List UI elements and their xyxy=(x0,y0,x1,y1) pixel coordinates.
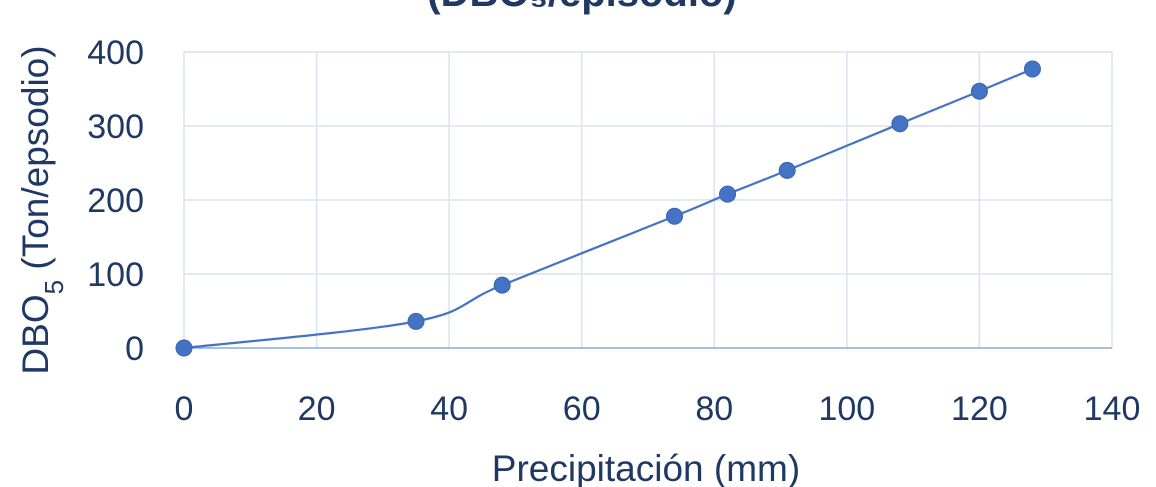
x-tick-label: 20 xyxy=(298,390,336,428)
series-line xyxy=(183,68,1033,350)
x-tick-label: 0 xyxy=(175,390,194,428)
data-points xyxy=(175,60,1041,357)
x-tick-label: 60 xyxy=(563,390,601,428)
data-point xyxy=(407,312,425,330)
data-point xyxy=(719,185,737,203)
x-tick-label: 80 xyxy=(695,390,733,428)
x-tick-label: 40 xyxy=(430,390,468,428)
x-tick-label: 120 xyxy=(951,390,1008,428)
x-tick-label: 140 xyxy=(1084,390,1141,428)
x-axis-label: Precipitación (mm) xyxy=(492,448,800,487)
y-axis-label-rest: (Ton/epsodio) xyxy=(15,45,56,279)
y-tick-label: 200 xyxy=(87,182,144,220)
data-point xyxy=(970,82,988,100)
chart-title: (DBO₅/episodio) xyxy=(427,0,736,15)
data-point xyxy=(493,276,511,294)
y-tick-label: 0 xyxy=(125,330,144,368)
data-point xyxy=(1023,60,1041,78)
y-axis-label-subscript: 5 xyxy=(39,280,69,294)
data-point xyxy=(175,339,193,357)
grid xyxy=(184,51,1113,348)
axes xyxy=(183,52,1112,349)
y-tick-label: 100 xyxy=(87,256,144,294)
data-point xyxy=(891,115,909,133)
y-tick-label: 400 xyxy=(87,34,144,72)
y-axis-label-main: DBO xyxy=(15,294,56,374)
data-point xyxy=(666,207,684,225)
y-tick-labels: 0 100 200 300 400 xyxy=(87,34,144,368)
y-axis-label: DBO5 (Ton/epsodio) xyxy=(15,45,69,374)
x-tick-labels: 0 20 40 60 80 100 120 140 xyxy=(175,390,1141,428)
data-point xyxy=(778,161,796,179)
y-tick-label: 300 xyxy=(87,108,144,146)
x-tick-label: 100 xyxy=(818,390,875,428)
